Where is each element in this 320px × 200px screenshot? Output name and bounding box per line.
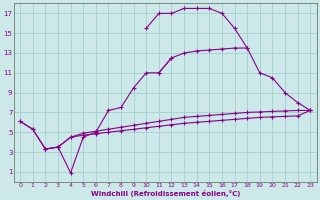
X-axis label: Windchill (Refroidissement éolien,°C): Windchill (Refroidissement éolien,°C) xyxy=(91,190,240,197)
